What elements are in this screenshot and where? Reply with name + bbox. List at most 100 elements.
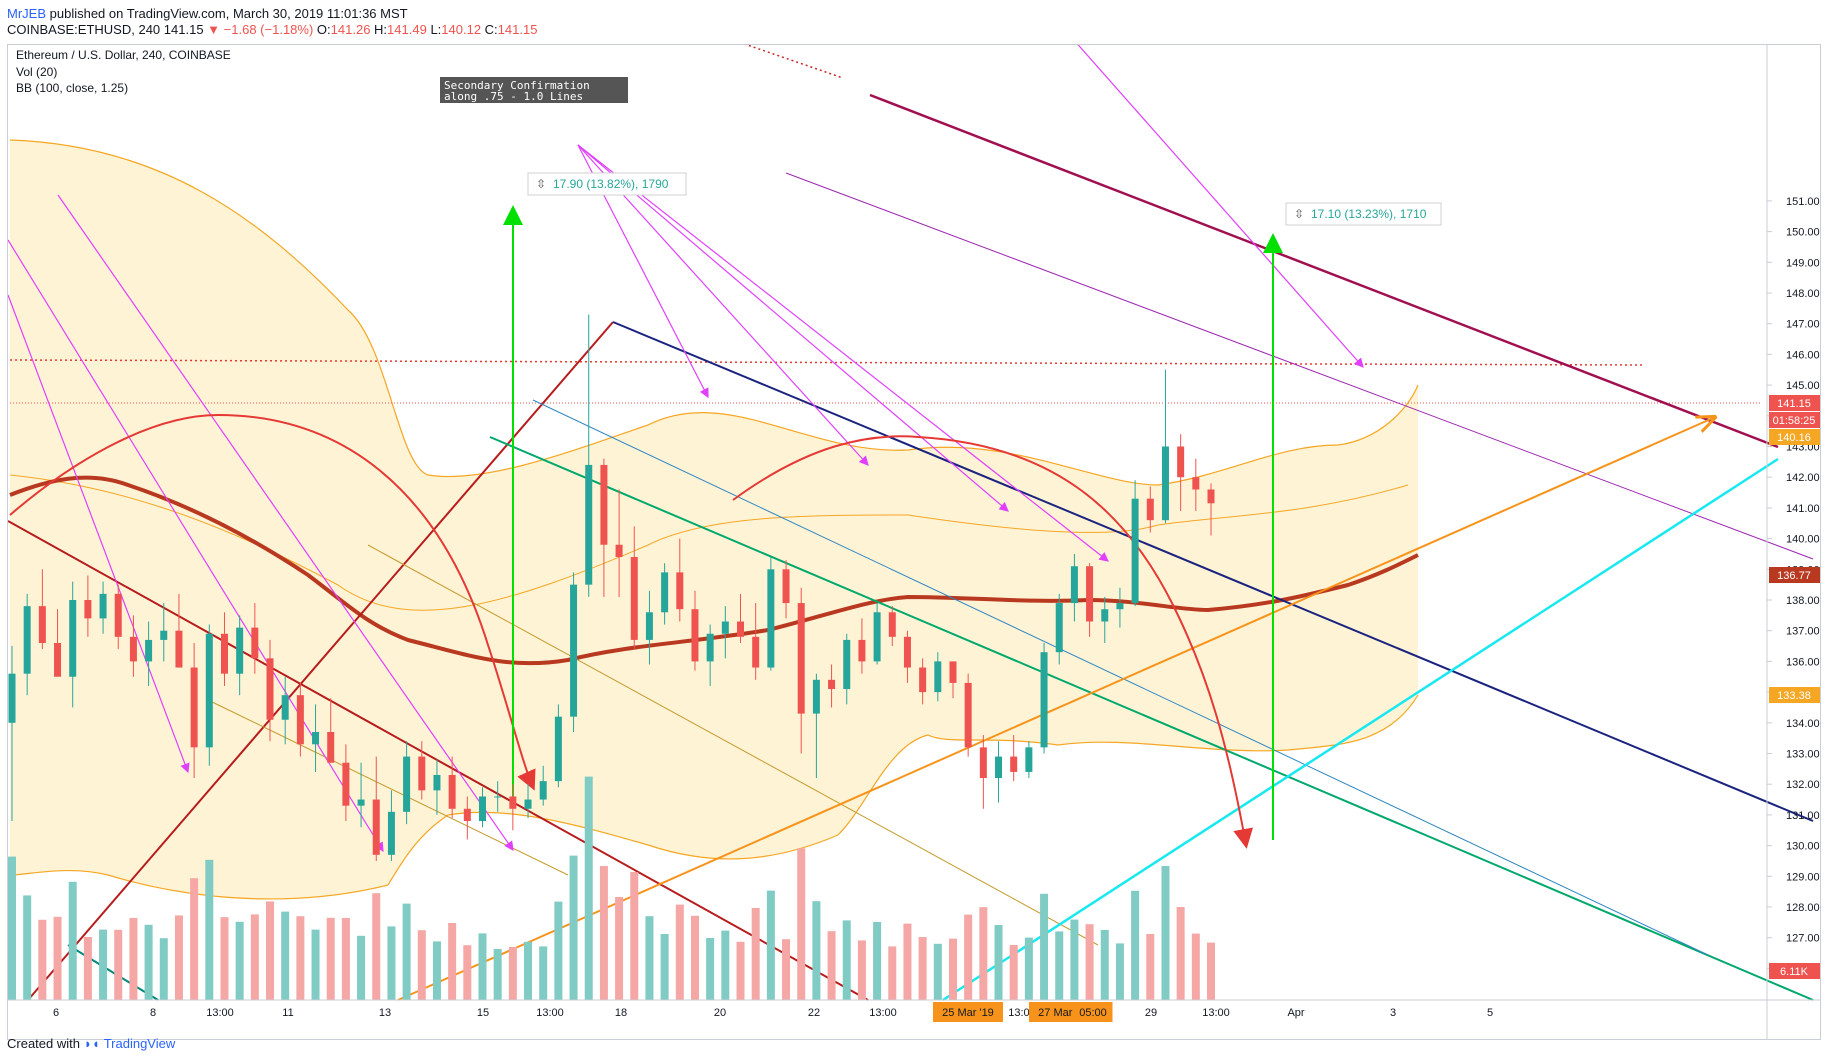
candle-body xyxy=(706,633,714,662)
volume-bar xyxy=(766,890,775,1000)
price-tick-label: 131.00 xyxy=(1786,810,1820,822)
time-tick-label: 18 xyxy=(615,1007,627,1019)
candle-body xyxy=(266,658,274,720)
time-tick-label: 15 xyxy=(477,1007,489,1019)
price-tick-label: 137.00 xyxy=(1786,626,1820,638)
candle-body xyxy=(1192,477,1200,490)
candle-body xyxy=(934,661,942,693)
volume-tag: 6.11K xyxy=(1780,966,1809,978)
candle-body xyxy=(630,557,638,640)
svg-text:Secondary Confirmation: Secondary Confirmation xyxy=(444,79,590,92)
bb-upper-line xyxy=(9,139,1419,486)
tradingview-logo-icon[interactable]: ◗◖ xyxy=(83,1036,100,1051)
candle-body xyxy=(145,639,153,662)
candle-body xyxy=(1101,609,1109,622)
candle-body xyxy=(1010,756,1018,772)
maroon-resistance-line xyxy=(869,93,1779,449)
olive-channel-line xyxy=(367,544,1099,946)
time-tick-label: 13:00 xyxy=(869,1007,897,1019)
volume-bar xyxy=(1131,890,1140,1000)
price-axis[interactable]: 126.00127.00128.00129.00130.00131.00132.… xyxy=(1767,196,1820,976)
volume-bar xyxy=(1161,866,1170,1000)
svg-text:17.90 (13.82%), 1790: 17.90 (13.82%), 1790 xyxy=(553,177,669,191)
bb-fill xyxy=(10,140,1418,899)
cyan-support-line xyxy=(942,457,1779,1002)
candle-body xyxy=(1055,603,1063,653)
candle-body xyxy=(38,606,46,643)
price-tick-label: 138.00 xyxy=(1786,595,1820,607)
last-price: 141.15 xyxy=(163,22,204,37)
volume-bar xyxy=(888,946,897,1000)
open-value: 141.26 xyxy=(330,22,371,37)
candle-body xyxy=(387,811,395,855)
candle-body xyxy=(1146,498,1154,521)
candle-body xyxy=(919,667,927,693)
dark-red-lower-line xyxy=(8,520,869,1001)
time-tick-label: 3 xyxy=(1390,1007,1396,1019)
time-tick-label: 11 xyxy=(282,1007,293,1019)
candle-body xyxy=(888,612,896,637)
time-highlight xyxy=(933,1002,1003,1022)
time-tick-label: 6 xyxy=(53,1007,59,1019)
candle-body xyxy=(964,682,972,748)
price-tick-label: 150.00 xyxy=(1786,227,1820,239)
volume-bar xyxy=(1055,931,1064,1000)
volume-bar xyxy=(387,926,396,1000)
tradingview-brand-link[interactable]: TradingView xyxy=(103,1036,176,1051)
volume-bar xyxy=(524,941,533,1000)
time-tick-label: 29 xyxy=(1145,1007,1157,1019)
time-tick-label: 20 xyxy=(714,1007,726,1019)
svg-text:⇳: ⇳ xyxy=(536,177,546,191)
candle-body xyxy=(342,762,350,806)
price-tick-label: 149.00 xyxy=(1786,257,1820,269)
candle-body xyxy=(160,630,168,640)
chart-area[interactable]: Secondary Confirmation along .75 - 1.0 L… xyxy=(7,44,1821,1040)
candle-body xyxy=(585,464,593,585)
price-tick-label: 127.00 xyxy=(1786,933,1820,945)
candle-body xyxy=(828,679,836,690)
volume-bar xyxy=(250,914,259,1000)
author-link[interactable]: MrJEB xyxy=(7,6,46,21)
volume-bar xyxy=(235,921,244,1000)
volume-bar xyxy=(1100,930,1109,1000)
time-tick-label: 13:00 xyxy=(1008,1007,1036,1019)
volume-bar xyxy=(706,938,715,1000)
published-text: published on TradingView.com, March 30, … xyxy=(49,6,408,21)
price-tick-label: 128.00 xyxy=(1786,902,1820,914)
candle-body xyxy=(570,584,578,717)
volume-bar xyxy=(296,916,305,1000)
candle-body xyxy=(1131,498,1139,604)
ohlc-line: COINBASE:ETHUSD, 240 141.15 ▼ −1.68 (−1.… xyxy=(7,22,537,37)
secondary-confirmation-note: Secondary Confirmation along .75 - 1.0 L… xyxy=(440,77,628,103)
time-axis[interactable]: 6 8 13:00 11 13 15 13:00 18 20 22 13:00 25 Mar '19 1… xyxy=(53,1002,1493,1022)
candle-body xyxy=(23,606,31,674)
bb-upper-tag: 140.16 xyxy=(1777,432,1811,444)
svg-text:along .75 - 1.0 Lines: along .75 - 1.0 Lines xyxy=(444,90,583,103)
chart-title: Ethereum / U.S. Dollar, 240, COINBASE xyxy=(16,48,231,62)
volume-bar xyxy=(645,916,654,1000)
price-tick-label: 141.00 xyxy=(1786,503,1820,515)
candle-body xyxy=(858,639,866,662)
chart-header: MrJEB published on TradingView.com, Marc… xyxy=(0,0,1828,44)
volume-bar xyxy=(1115,943,1124,1000)
low-label: L: xyxy=(430,22,442,37)
volume-legend: Vol (20) xyxy=(16,65,57,79)
volume-bar xyxy=(463,945,472,1000)
volume-bar xyxy=(144,924,153,1000)
volume-bar xyxy=(721,930,730,1000)
price-tick-label: 140.00 xyxy=(1786,534,1820,546)
volume-bar xyxy=(1024,937,1033,1000)
svg-text:17.10 (13.23%), 1710: 17.10 (13.23%), 1710 xyxy=(1311,207,1427,221)
candle-body xyxy=(1207,489,1215,504)
candle-body xyxy=(812,679,820,714)
candle-body xyxy=(478,796,486,822)
candle-body xyxy=(1161,446,1169,521)
candle-body xyxy=(995,756,1003,779)
price-chart[interactable]: Secondary Confirmation along .75 - 1.0 L… xyxy=(8,45,1820,1039)
volume-bar xyxy=(220,917,229,1000)
thin-blue-channel-line xyxy=(532,399,1709,956)
candle-body xyxy=(236,627,244,674)
candle-body xyxy=(433,774,441,791)
candle-body xyxy=(463,808,471,822)
bb-mid-tag: 136.77 xyxy=(1777,570,1811,582)
